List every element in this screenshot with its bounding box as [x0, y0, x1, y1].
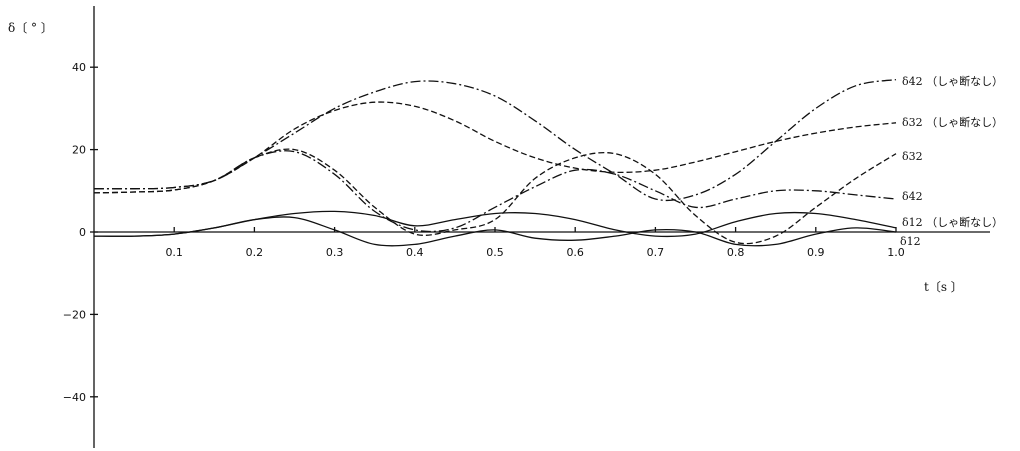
- series-line-0: [93, 78, 897, 202]
- y-axis-title: δ〔 ° 〕: [8, 21, 53, 35]
- y-tick-label: 40: [72, 61, 86, 74]
- series-label-4: δ12 （しゃ断なし）: [902, 215, 1003, 229]
- series-line-4: [93, 210, 897, 238]
- axes: 0.1 0.2 0.3 0.4 0.5 0.6 0.7 0.8 0.9 1.0 40 20 0 −20 −4…: [8, 6, 990, 448]
- x-tick-label: 0.6: [566, 246, 584, 259]
- series-layer: [93, 78, 897, 247]
- x-tick-label: 0.5: [486, 246, 504, 259]
- series-label-2: δ32: [902, 150, 923, 163]
- x-tick-label: 0.2: [246, 246, 264, 259]
- series-label-5: δ12: [900, 235, 921, 248]
- x-tick-label: 0.1: [165, 246, 183, 259]
- x-tick-label: 0.7: [647, 246, 665, 259]
- x-tick-label: 0.9: [807, 246, 825, 259]
- y-tick-label: −40: [63, 391, 86, 404]
- x-axis-title: t〔s 〕: [924, 280, 963, 294]
- series-label-3: δ42: [902, 190, 923, 203]
- series-label-0: δ42 （しゃ断なし）: [902, 74, 1003, 88]
- series-line-5: [93, 216, 897, 247]
- x-tick-label: 0.3: [326, 246, 344, 259]
- y-tick-label: 20: [72, 144, 86, 157]
- x-tick-label: 0.8: [727, 246, 745, 259]
- series-label-1: δ32 （しゃ断なし）: [902, 115, 1003, 129]
- series-line-1: [93, 101, 897, 194]
- x-tick-label: 1.0: [887, 246, 905, 259]
- labels-layer: δ42 （しゃ断なし） δ32 （しゃ断なし） δ32 δ42 δ12 （しゃ断なし） δ…: [900, 74, 1003, 248]
- y-tick-label: −20: [63, 308, 86, 321]
- x-tick-label: 0.4: [406, 246, 424, 259]
- series-line-3: [93, 150, 897, 233]
- y-tick-label: 0: [79, 226, 86, 239]
